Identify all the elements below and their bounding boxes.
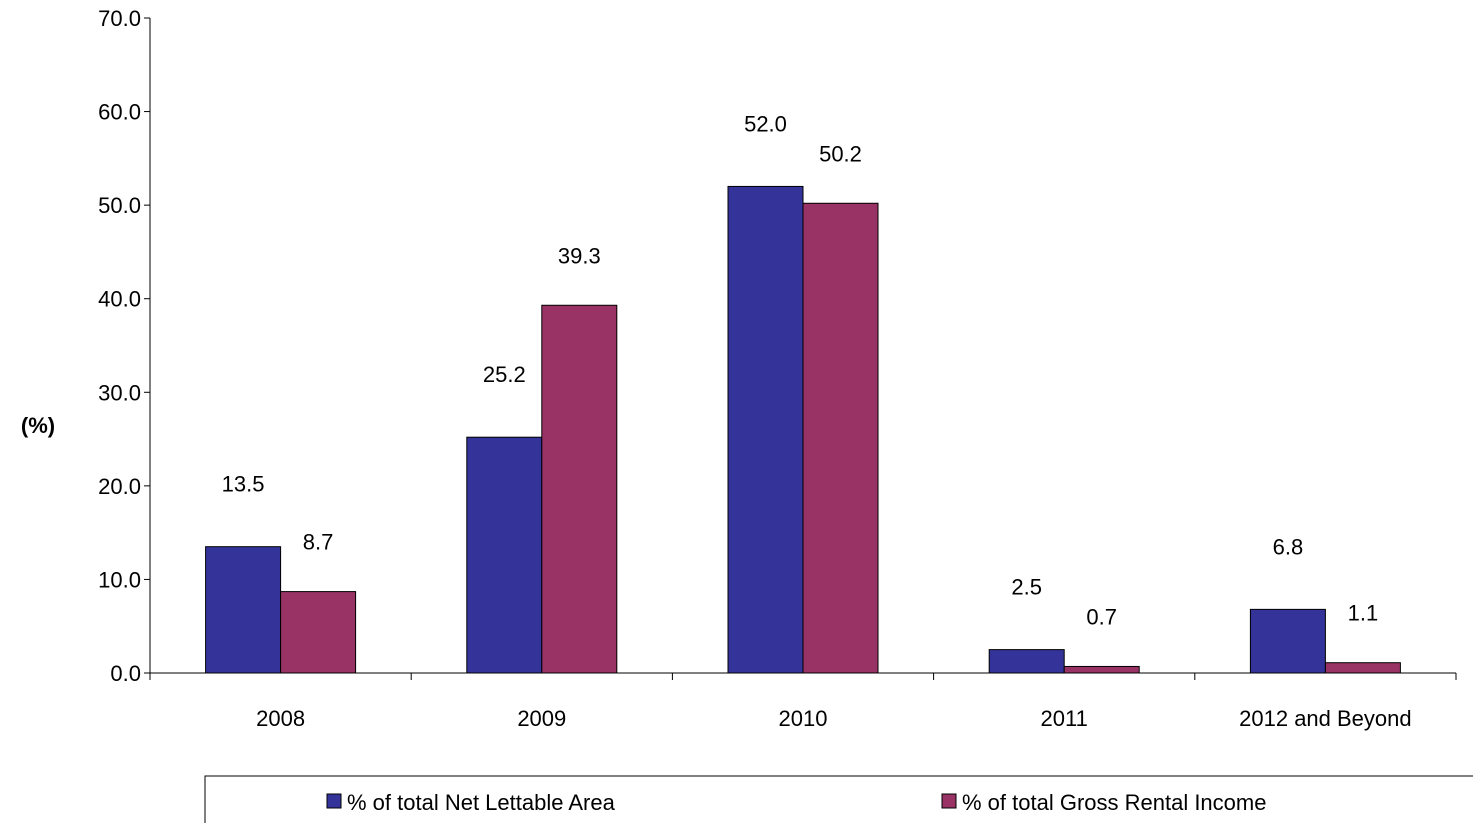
bar-gross-rental-income bbox=[1063, 665, 1140, 674]
y-tick-label: 30.0 bbox=[98, 380, 141, 405]
data-label: 25.2 bbox=[483, 362, 526, 387]
y-tick-label: 50.0 bbox=[98, 193, 141, 218]
data-label: 6.8 bbox=[1273, 534, 1304, 559]
bar-net-lettable-area bbox=[988, 649, 1065, 674]
bar-net-lettable-area bbox=[1249, 608, 1326, 674]
bar-net-lettable-area bbox=[205, 546, 282, 674]
data-label: 8.7 bbox=[303, 530, 334, 555]
bar-gross-rental-income bbox=[280, 591, 357, 674]
x-tick-label: 2012 and Beyond bbox=[1239, 706, 1412, 731]
y-tick-label: 20.0 bbox=[98, 474, 141, 499]
data-label: 50.2 bbox=[819, 141, 862, 166]
y-tick-label: 10.0 bbox=[98, 567, 141, 592]
x-tick-label: 2009 bbox=[517, 706, 566, 731]
data-label: 1.1 bbox=[1348, 601, 1379, 626]
data-label: 2.5 bbox=[1011, 575, 1042, 600]
x-tick-label: 2011 bbox=[1041, 706, 1088, 731]
data-label: 13.5 bbox=[222, 472, 265, 497]
data-labels: 13.5 8.7 25.2 39.3 52.0 50.2 2.5 0.7 6.8 1.1 bbox=[222, 111, 1379, 629]
legend-box bbox=[204, 775, 1473, 828]
legend: % of total Net Lettable Area % of total G… bbox=[204, 775, 1473, 828]
x-tick-label: 2008 bbox=[256, 706, 305, 731]
legend-label: % of total Net Lettable Area bbox=[347, 790, 616, 815]
bar-net-lettable-area bbox=[466, 436, 543, 674]
bar-gross-rental-income bbox=[541, 304, 618, 674]
axes: 0.0 10.0 20.0 30.0 40.0 50.0 60.0 70.0 (%) 2008 20… bbox=[21, 6, 1457, 731]
data-label: 39.3 bbox=[558, 243, 601, 268]
bars bbox=[205, 185, 1401, 674]
x-tick-label: 2010 bbox=[779, 706, 828, 731]
legend-swatch bbox=[326, 793, 342, 809]
bar-net-lettable-area bbox=[727, 185, 804, 674]
legend-swatch bbox=[941, 793, 957, 809]
y-tick-label: 40.0 bbox=[98, 287, 141, 312]
y-tick-label: 0.0 bbox=[110, 661, 141, 686]
y-axis-label: (%) bbox=[21, 413, 55, 438]
bar-gross-rental-income bbox=[802, 202, 879, 674]
data-label: 0.7 bbox=[1086, 604, 1117, 629]
y-tick-label: 70.0 bbox=[98, 6, 141, 31]
legend-label: % of total Gross Rental Income bbox=[962, 790, 1266, 815]
data-label: 52.0 bbox=[744, 111, 787, 136]
bar-gross-rental-income bbox=[1324, 662, 1401, 674]
y-tick-label: 60.0 bbox=[98, 100, 141, 125]
